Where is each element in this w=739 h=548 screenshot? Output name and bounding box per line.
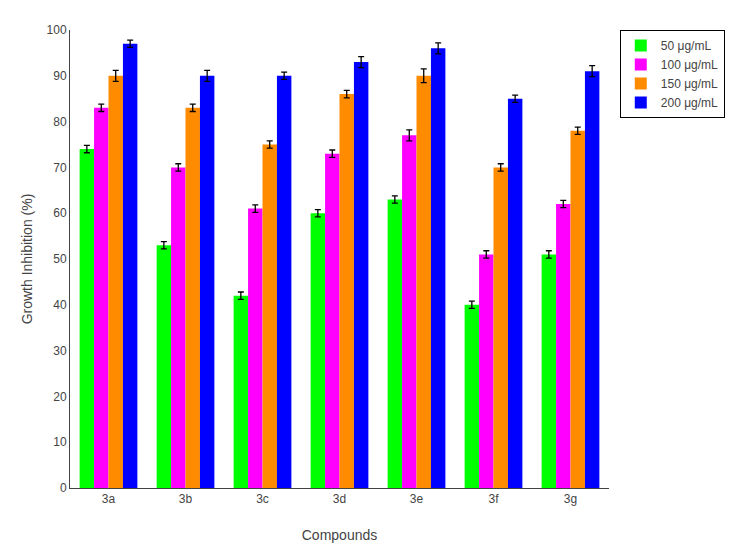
svg-text:3a: 3a (102, 492, 116, 506)
svg-text:3b: 3b (179, 492, 193, 506)
svg-text:3f: 3f (488, 492, 499, 506)
svg-text:60: 60 (53, 206, 67, 220)
svg-text:0: 0 (60, 481, 67, 495)
svg-text:3d: 3d (333, 492, 346, 506)
svg-text:50 μg/mL: 50 μg/mL (661, 39, 712, 53)
svg-text:30: 30 (53, 344, 67, 358)
svg-text:50: 50 (53, 252, 67, 266)
svg-text:3g: 3g (564, 492, 577, 506)
svg-text:Compounds: Compounds (302, 527, 378, 543)
svg-text:100: 100 (47, 23, 67, 37)
svg-text:3e: 3e (410, 492, 424, 506)
svg-text:40: 40 (53, 298, 67, 312)
svg-text:90: 90 (53, 69, 67, 83)
svg-text:Growth Inhibition (%): Growth Inhibition (%) (19, 194, 35, 325)
svg-text:70: 70 (53, 161, 67, 175)
svg-text:10: 10 (53, 435, 67, 449)
svg-text:150 μg/mL: 150 μg/mL (661, 77, 718, 91)
svg-text:80: 80 (53, 115, 67, 129)
svg-text:3c: 3c (256, 492, 269, 506)
svg-text:20: 20 (53, 390, 67, 404)
svg-text:200 μg/mL: 200 μg/mL (661, 96, 718, 110)
svg-text:100 μg/mL: 100 μg/mL (661, 58, 718, 72)
